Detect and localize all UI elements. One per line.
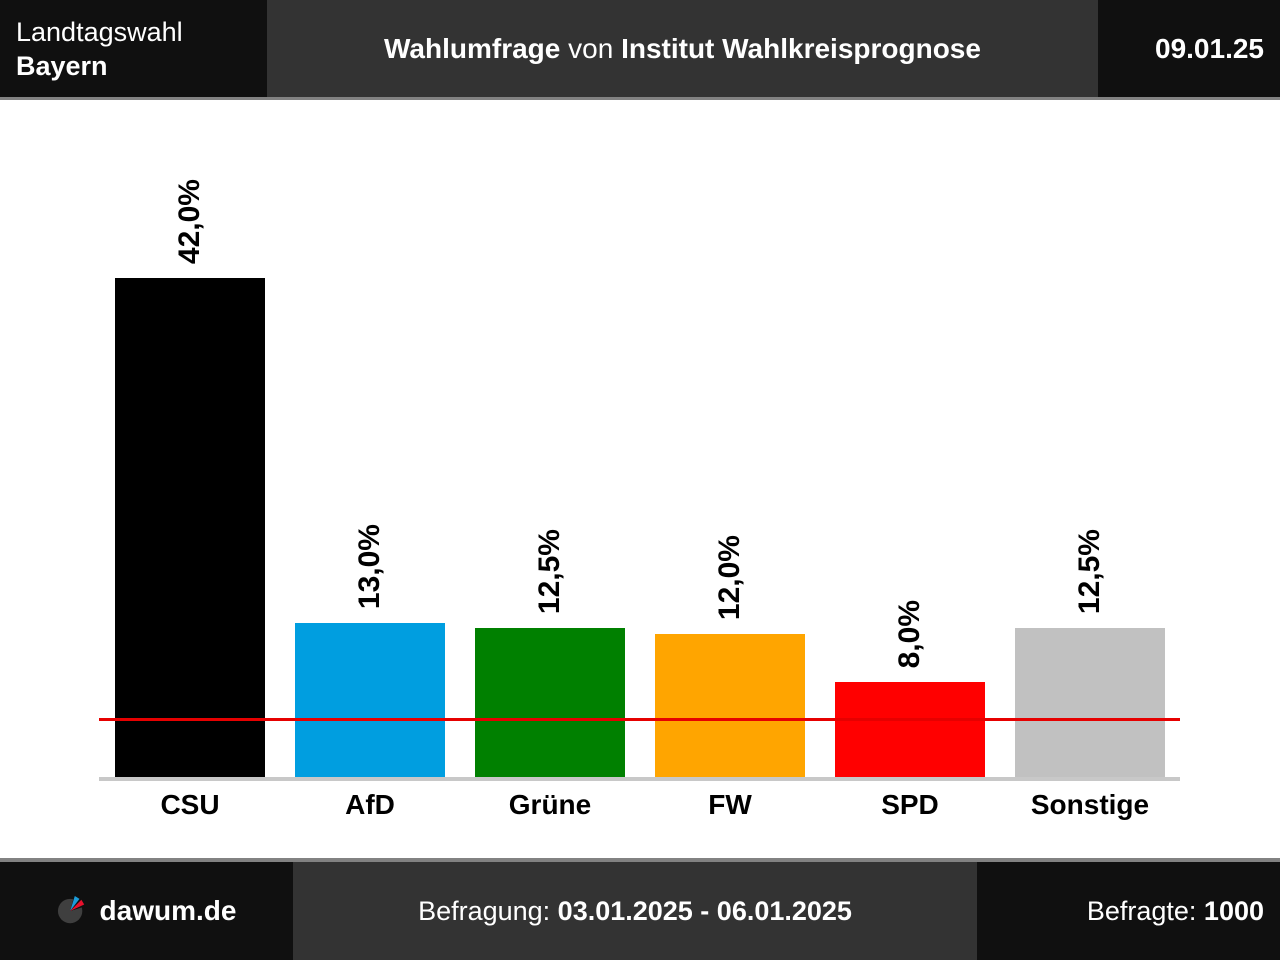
plot-area: 42,0% 13,0% 12,5% 12,0% 8,0% 12,5%	[100, 100, 1180, 777]
publication-date: 09.01.25	[1098, 0, 1280, 97]
brand-block: dawum.de	[0, 862, 293, 960]
bar-group-afd: 13,0%	[280, 100, 460, 777]
election-region: Bayern	[16, 50, 108, 81]
x-label-sonstige: Sonstige	[1030, 789, 1150, 820]
bar-group-csu: 42,0%	[100, 100, 280, 777]
dawum-logo-icon	[57, 896, 85, 924]
bar-group-fw: 12,0%	[640, 100, 820, 777]
respondents-block: Befragte: 1000	[977, 862, 1280, 960]
title-word-wahlumfrage: Wahlumfrage	[384, 32, 561, 64]
survey-period-block: Befragung: 03.01.2025 - 06.01.2025	[293, 862, 977, 960]
x-label-csu: CSU	[160, 789, 220, 820]
poll-bar-chart: 42,0% 13,0% 12,5% 12,0% 8,0% 12,5% CSU A…	[0, 100, 1280, 858]
x-label-gruene: Grüne	[508, 789, 592, 820]
election-type: Landtagswahl	[16, 16, 183, 47]
bar-group-sonstige: 12,5%	[1000, 100, 1180, 777]
brand-name: dawum.de	[99, 895, 237, 926]
respondents-value: 1000	[1203, 895, 1264, 926]
bar-group-spd: 8,0%	[820, 100, 1000, 777]
footer-divider	[0, 858, 1280, 862]
x-label-fw: FW	[708, 789, 752, 820]
respondents-label: Befragte:	[1086, 895, 1204, 926]
value-label-gruene: 12,5%	[533, 528, 566, 614]
value-label-fw: 12,0%	[713, 534, 746, 620]
survey-label: Befragung:	[418, 895, 558, 926]
title-institute: Institut Wahlkreisprognose	[621, 32, 981, 64]
bar-gruene	[475, 628, 625, 777]
value-label-spd: 8,0%	[893, 599, 926, 668]
page-title: Wahlumfrage von Institut Wahlkreisprogno…	[267, 0, 1098, 97]
bar-csu	[115, 278, 265, 777]
bar-sonstige	[1015, 628, 1165, 777]
title-word-von: von	[560, 32, 622, 64]
survey-period: 03.01.2025 - 06.01.2025	[557, 895, 852, 926]
bar-spd	[835, 682, 985, 777]
x-axis-baseline	[99, 777, 1180, 781]
election-name-block: Landtagswahl Bayern	[0, 0, 267, 97]
bar-afd	[295, 623, 445, 777]
bar-fw	[655, 634, 805, 777]
value-label-sonstige: 12,5%	[1073, 528, 1106, 614]
x-label-afd: AfD	[345, 789, 395, 820]
value-label-afd: 13,0%	[353, 523, 386, 609]
threshold-line	[99, 718, 1180, 721]
header: Landtagswahl Bayern Wahlumfrage von Inst…	[0, 0, 1280, 97]
x-label-spd: SPD	[881, 789, 939, 820]
x-axis-labels: CSU AfD Grüne FW SPD Sonstige	[100, 789, 1180, 821]
header-divider	[0, 97, 1280, 100]
bar-group-gruene: 12,5%	[460, 100, 640, 777]
footer: dawum.de Befragung: 03.01.2025 - 06.01.2…	[0, 862, 1280, 960]
value-label-csu: 42,0%	[173, 178, 206, 264]
